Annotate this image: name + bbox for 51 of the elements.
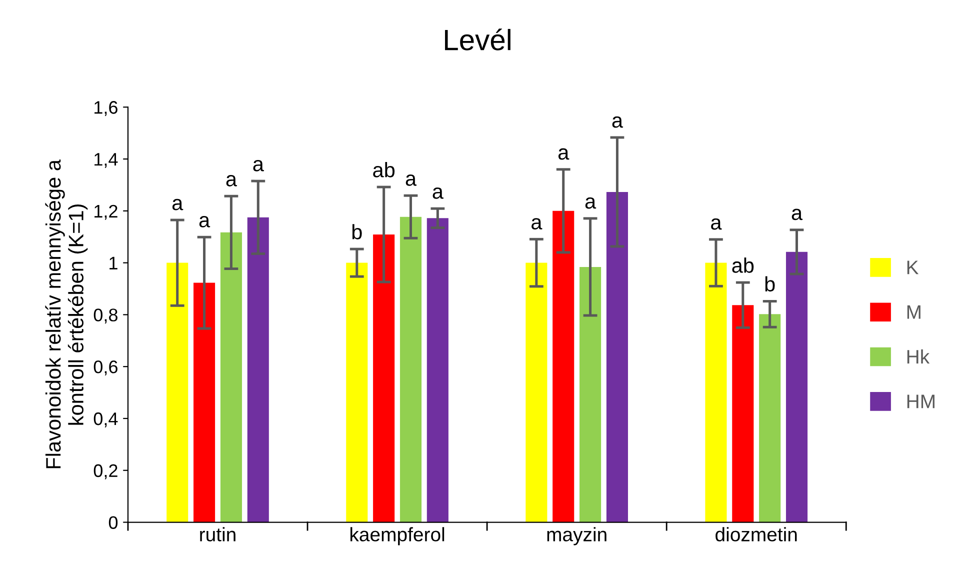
data-label: a: [532, 218, 542, 230]
legend-label: Hk: [907, 349, 930, 364]
bar: [247, 217, 269, 522]
bar: [194, 282, 216, 522]
data-label: a: [792, 208, 803, 220]
data-label: a: [612, 116, 624, 128]
bar: [220, 232, 242, 522]
bar: [606, 192, 628, 522]
y-tick-label: 0,4: [94, 412, 118, 428]
y-tick-label: 1,2: [94, 204, 118, 220]
y-tick-label: 0,8: [94, 308, 118, 324]
y-tick-label: 0: [108, 516, 118, 529]
legend-label: M: [907, 305, 920, 319]
x-tick-label: diozmetin: [716, 527, 797, 542]
x-tick-label: kaempferol: [350, 527, 444, 546]
data-label: b: [352, 224, 362, 240]
bar: [373, 234, 395, 522]
bar: [346, 262, 368, 522]
x-tick-label: mayzin: [547, 527, 606, 546]
bar: [786, 252, 808, 522]
data-label: ab: [732, 258, 754, 273]
y-tick-label: 1,6: [94, 101, 118, 116]
data-label: a: [172, 198, 184, 210]
data-label: a: [432, 187, 444, 199]
bar: [580, 266, 602, 522]
bar: [705, 262, 727, 522]
data-label: b: [765, 276, 775, 292]
data-label: a: [226, 175, 237, 186]
data-label: a: [406, 174, 417, 186]
bar: [526, 262, 548, 522]
data-label: ab: [373, 162, 395, 178]
bar: [552, 210, 574, 522]
bar: [166, 262, 188, 522]
y-axis-title: Flavonoidok relatív mennyisége a kontroll értékében (K=1): [45, 160, 88, 468]
y-tick-label: 0,6: [94, 360, 118, 376]
bar: [400, 216, 422, 522]
bar: [759, 314, 781, 522]
legend-label: HM: [907, 394, 934, 408]
legend-label: K: [907, 260, 919, 274]
chart-title: Levél: [445, 28, 510, 50]
data-label: a: [199, 216, 210, 228]
data-label: a: [253, 160, 264, 172]
x-tick-label: rutin: [200, 527, 236, 542]
bar: [732, 305, 754, 522]
bar: [426, 218, 448, 522]
y-tick-label: 0,2: [94, 464, 118, 480]
y-tick-label: 1,4: [94, 153, 118, 168]
y-tick-label: 1: [110, 256, 118, 270]
data-label: a: [711, 218, 722, 230]
data-label: a: [558, 148, 570, 160]
data-label: a: [585, 197, 596, 209]
